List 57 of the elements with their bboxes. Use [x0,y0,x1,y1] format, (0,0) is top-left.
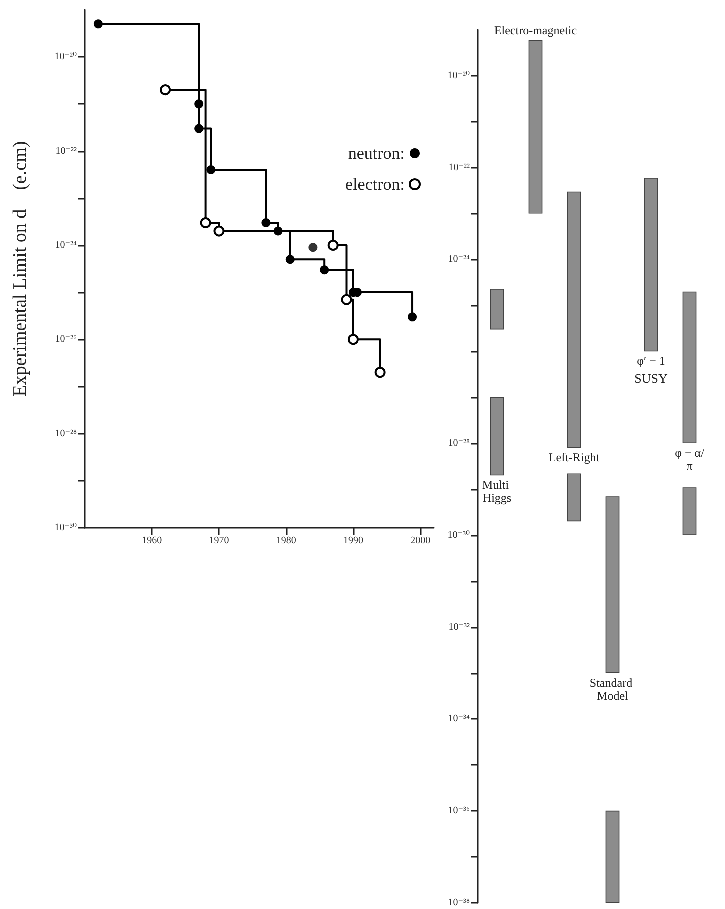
point [308,243,318,252]
y-axis-title: Experimental Limit on d (e.cm) [10,141,31,397]
y-tick-label: 10⁻³⁶ [448,806,471,817]
point [320,266,330,275]
point [214,226,225,237]
y-tick-label: 10⁻²² [56,146,77,157]
category-label: Multi Higgs [482,478,512,506]
point [348,334,359,346]
point [194,124,204,134]
y-tick-label: 10⁻²² [448,162,470,174]
x-tick-label: 1960 [142,536,162,546]
category-label: Electro-magnetic [494,24,578,38]
y-tick-label: 10⁻²⁸ [448,438,471,450]
point [341,294,352,306]
bar [606,810,620,903]
bar [490,289,504,330]
y-tick-label: 10⁻³² [448,622,470,633]
y-tick-label: 10⁻³⁰ [54,522,77,534]
y-tick-label: 10⁻²⁴ [55,240,78,251]
point [374,367,386,378]
point [286,255,295,264]
point [262,218,271,228]
point [274,226,283,236]
point [206,166,216,175]
point [194,100,204,109]
category-label: φ′ − 1 [637,354,666,368]
bar [606,496,620,674]
bar [528,40,543,214]
x-tick-label: 1970 [209,536,230,546]
y-tick-label: 10⁻²⁶ [55,334,78,346]
point [200,217,212,228]
y-tick-label: 10⁻²⁸ [55,428,78,440]
point [328,240,339,251]
point [408,312,418,322]
bar [644,178,658,352]
y-tick-label: 10⁻³⁰ [448,530,470,541]
legend-label: neutron: [348,144,405,163]
y-tick-label: 10⁻²⁰ [448,70,470,82]
y-tick-label: 10⁻³⁸ [448,898,471,908]
x-tick-label: 1990 [343,536,364,546]
bar [682,292,697,444]
y-tick-label: 10⁻³⁴ [448,714,471,725]
category-label: Standard Model [590,676,633,703]
x-tick-label: 1980 [276,536,296,546]
y-tick-label: 10⁻²⁰ [54,52,77,63]
point [160,84,172,96]
x-tick-label: 2000 [410,536,431,546]
point [94,20,103,29]
legend-label: electron: [346,175,405,194]
bar [567,474,582,522]
bar [490,397,504,476]
bar [567,192,582,448]
y-tick-label: 10⁻²⁴ [448,254,471,266]
category-label: φ − α/π [675,446,704,474]
category-label: Left-Right [548,450,600,464]
bar [682,488,697,536]
annotation: SUSY [634,371,668,386]
